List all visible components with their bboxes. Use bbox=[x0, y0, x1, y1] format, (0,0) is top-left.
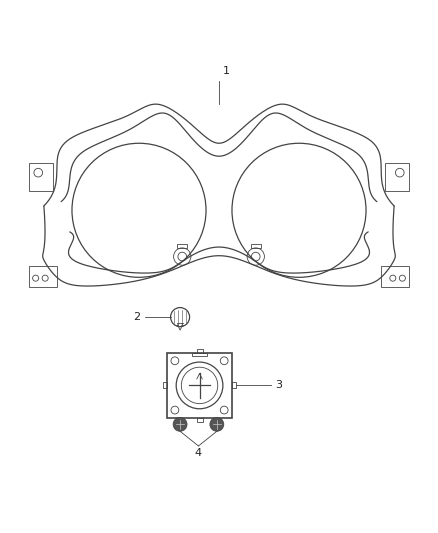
Bar bbox=[385, 163, 409, 191]
Text: 4: 4 bbox=[195, 448, 202, 458]
Circle shape bbox=[173, 417, 187, 431]
Text: 2: 2 bbox=[133, 312, 140, 322]
Bar bbox=[197, 349, 202, 353]
Bar bbox=[29, 266, 57, 287]
Bar bbox=[232, 382, 236, 389]
Bar bbox=[197, 418, 202, 422]
Text: 1: 1 bbox=[223, 66, 230, 76]
Bar bbox=[177, 244, 187, 248]
Circle shape bbox=[210, 417, 224, 431]
Bar bbox=[381, 266, 409, 287]
Text: 3: 3 bbox=[275, 381, 282, 390]
Bar bbox=[29, 163, 53, 191]
Bar bbox=[251, 244, 261, 248]
Bar bbox=[163, 382, 167, 389]
Bar bbox=[192, 353, 207, 357]
